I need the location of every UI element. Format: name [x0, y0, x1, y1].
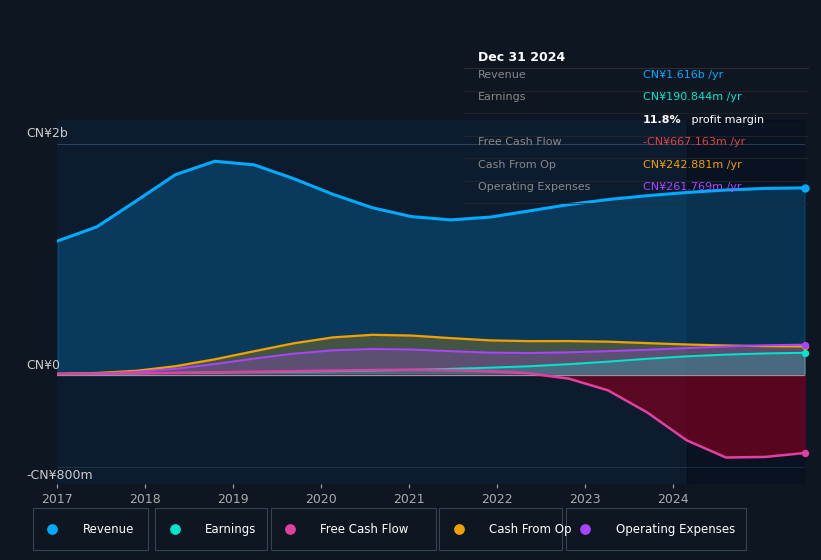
Point	[798, 340, 811, 349]
Text: CN¥261.769m /yr: CN¥261.769m /yr	[643, 183, 741, 193]
Text: Free Cash Flow: Free Cash Flow	[478, 137, 562, 147]
Text: Free Cash Flow: Free Cash Flow	[320, 522, 409, 536]
Text: Cash From Op: Cash From Op	[478, 160, 556, 170]
Text: 11.8%: 11.8%	[643, 115, 681, 125]
Point	[798, 449, 811, 458]
Point	[452, 525, 466, 534]
Text: CN¥1.616b /yr: CN¥1.616b /yr	[643, 69, 723, 80]
Text: Revenue: Revenue	[82, 522, 134, 536]
Text: CN¥0: CN¥0	[26, 360, 60, 372]
Point	[798, 183, 811, 192]
Point	[798, 348, 811, 357]
Bar	[686, 120, 805, 484]
Text: Operating Expenses: Operating Expenses	[616, 522, 736, 536]
Point	[579, 525, 592, 534]
Text: Cash From Op: Cash From Op	[489, 522, 571, 536]
Text: -CN¥667.163m /yr: -CN¥667.163m /yr	[643, 137, 745, 147]
Text: CN¥2b: CN¥2b	[26, 127, 68, 140]
Text: Earnings: Earnings	[478, 92, 526, 102]
Text: CN¥190.844m /yr: CN¥190.844m /yr	[643, 92, 742, 102]
Point	[798, 342, 811, 351]
Text: Operating Expenses: Operating Expenses	[478, 183, 590, 193]
Text: CN¥242.881m /yr: CN¥242.881m /yr	[643, 160, 742, 170]
Text: -CN¥800m: -CN¥800m	[26, 469, 93, 482]
Point	[45, 525, 58, 534]
Point	[283, 525, 296, 534]
Text: Dec 31 2024: Dec 31 2024	[478, 52, 565, 64]
Point	[168, 525, 181, 534]
Text: profit margin: profit margin	[688, 115, 764, 125]
Text: Revenue: Revenue	[478, 69, 526, 80]
Text: Earnings: Earnings	[205, 522, 257, 536]
